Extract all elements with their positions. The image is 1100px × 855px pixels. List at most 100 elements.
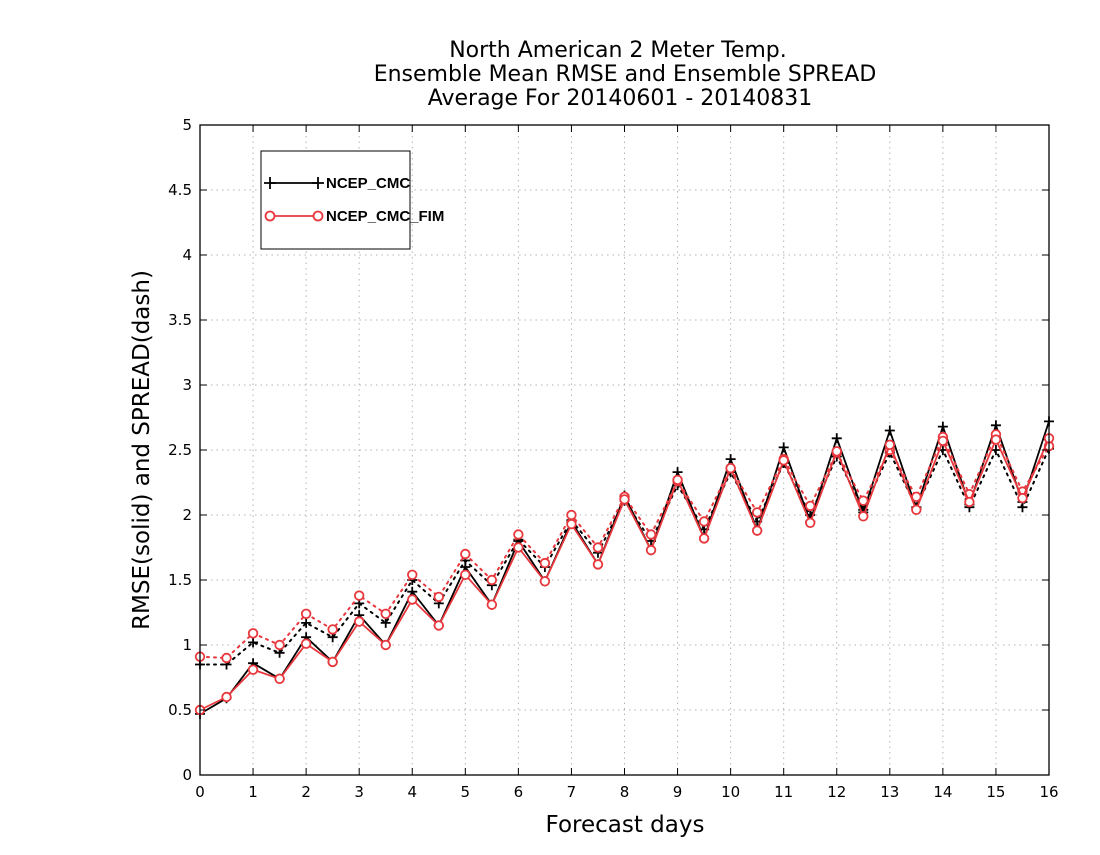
legend-marker-ncep-cmc-fim: [264, 210, 276, 222]
ncep-cmc-fim-spread-point: [592, 542, 604, 553]
ncep-cmc-rmse-point: [725, 454, 736, 465]
x-tick-label: 11: [774, 783, 793, 801]
ncep-cmc-fim-rmse-point: [460, 569, 471, 581]
ncep-cmc-fim-rmse-point: [327, 656, 338, 668]
x-tick-label: 6: [514, 783, 524, 801]
ncep-cmc-rmse-point: [937, 421, 948, 432]
ncep-cmc-fim-spread-point: [327, 624, 338, 635]
legend: NCEP_CMC NCEP_CMC_FIM: [260, 150, 444, 250]
ncep-cmc-fim-rmse-point: [858, 511, 869, 522]
x-tick-label: 1: [248, 783, 258, 801]
ncep-cmc-fim-spread-point: [566, 509, 577, 521]
y-axis-label: RMSE(solid) and SPREAD(dash): [129, 270, 155, 630]
ncep-cmc-fim-rmse-point: [1017, 492, 1028, 504]
ncep-cmc-fim-spread-point: [751, 507, 763, 518]
x-tick-label: 14: [933, 783, 952, 801]
chart-title-line-1: North American 2 Meter Temp.: [449, 38, 787, 63]
y-tick-label: 3: [182, 376, 192, 394]
ncep-cmc-fim-rmse-point: [990, 434, 1002, 445]
y-tick-label: 4.5: [168, 181, 192, 199]
ncep-cmc-fim-spread-point: [433, 591, 444, 603]
ncep-cmc-fim-spread-point: [645, 529, 657, 540]
ncep-cmc-fim-rmse-point: [433, 620, 444, 631]
x-tick-label: 3: [354, 783, 364, 801]
ncep-cmc-fim-rmse-point: [805, 517, 816, 529]
x-tick-label: 13: [880, 783, 899, 801]
legend-label-ncep-cmc: NCEP_CMC: [326, 175, 410, 192]
y-tick-label: 4: [182, 246, 192, 264]
ncep-cmc-spread-point: [380, 617, 391, 628]
ncep-cmc-fim-rmse-point: [645, 544, 657, 556]
ncep-cmc-fim-rmse-point: [221, 691, 232, 703]
chart-title-line-2: Ensemble Mean RMSE and Ensemble SPREAD: [374, 62, 877, 87]
ncep-cmc-fim-rmse-point: [672, 474, 683, 486]
ncep-cmc-spread-point: [990, 445, 1001, 455]
ncep-cmc-rmse-point: [884, 425, 895, 436]
ncep-cmc-fim-spread-point: [353, 590, 365, 601]
ncep-cmc-fim-rmse-line: [199, 437, 1050, 711]
ncep-cmc-fim-rmse-point: [380, 639, 391, 651]
chart-title-line-3: Average For 20140601 - 20140831: [428, 86, 813, 111]
ncep-cmc-fim-spread-point: [513, 529, 524, 540]
ncep-cmc-spread-point: [301, 617, 312, 628]
ncep-cmc-fim-rmse-point: [619, 494, 630, 505]
x-tick-label: 15: [986, 783, 1005, 801]
ncep-cmc-rmse-point: [831, 433, 842, 444]
x-tick-label: 5: [461, 783, 471, 801]
ncep-cmc-fim-spread-point: [486, 574, 498, 586]
ncep-cmc-fim-rmse-point: [725, 463, 736, 474]
ncep-cmc-fim-rmse-point: [539, 576, 551, 587]
y-tick-label: 2: [182, 506, 192, 524]
ncep-cmc-fim-rmse-point: [407, 594, 418, 605]
ncep-cmc-rmse-point: [990, 420, 1001, 431]
x-tick-label: 9: [673, 783, 683, 801]
ncep-cmc-fim-rmse-point: [592, 559, 604, 570]
y-tick-label: 1: [182, 636, 192, 654]
ncep-cmc-fim-spread-point: [380, 608, 391, 620]
ncep-cmc-fim-rmse-point: [831, 446, 842, 457]
x-tick-label: 12: [827, 783, 846, 801]
ncep-cmc-fim-spread-point: [300, 608, 312, 620]
ncep-cmc-fim-rmse-point: [300, 638, 312, 649]
x-axis-label: Forecast days: [546, 812, 705, 838]
x-tick-label: 0: [195, 783, 205, 801]
ncep-cmc-fim-rmse-point: [513, 542, 524, 553]
ncep-cmc-fim-spread-point: [460, 548, 471, 560]
ncep-cmc-fim-rmse-point: [751, 525, 763, 536]
ncep-cmc-fim-rmse-point: [486, 599, 498, 610]
legend-marker-ncep-cmc-fim: [312, 210, 324, 222]
x-tick-label: 4: [407, 783, 417, 801]
legend-label-ncep-cmc-fim: NCEP_CMC_FIM: [326, 208, 444, 225]
x-tick-label: 16: [1039, 783, 1058, 801]
ncep-cmc-fim-rmse-point: [937, 435, 949, 447]
x-tick-label: 2: [301, 783, 311, 801]
ncep-cmc-fim-spread-point: [858, 495, 869, 506]
ncep-cmc-fim-rmse-point: [353, 616, 365, 627]
ncep-cmc-rmse-point: [778, 442, 789, 453]
y-tick-label: 5: [182, 116, 192, 134]
ncep-cmc-fim-spread-point: [274, 639, 285, 651]
y-tick-label: 0: [182, 766, 192, 784]
ncep-cmc-fim-rmse-point: [247, 664, 259, 675]
axis-ticks: 0 1 2 3 4 5 6 7 8 9 10 11 12 13 14 15 1600.511.522.533.5…: [168, 116, 1058, 801]
ncep-cmc-fim-spread-point: [247, 628, 259, 639]
ncep-cmc-spread-point: [248, 637, 259, 648]
y-tick-label: 1.5: [168, 571, 192, 589]
ncep-cmc-fim-rmse-point: [884, 439, 896, 451]
x-tick-label: 7: [567, 783, 577, 801]
ncep-cmc-fim-spread-point: [407, 569, 418, 581]
y-tick-label: 3.5: [168, 311, 192, 329]
ncep-cmc-fim-rmse-point: [566, 518, 577, 530]
ncep-cmc-fim-spread-point: [221, 652, 232, 664]
legend-marker-ncep-cmc: [264, 177, 324, 189]
ncep-cmc-fim-rmse-point: [964, 496, 975, 508]
ncep-cmc-fim-spread-line: [199, 433, 1050, 659]
x-tick-label: 8: [620, 783, 630, 801]
legend-box: [260, 150, 411, 250]
ncep-cmc-fim-spread-point: [539, 557, 551, 569]
y-tick-label: 2.5: [168, 441, 192, 459]
y-tick-label: 0.5: [168, 701, 192, 719]
ncep-cmc-fim-spread-point: [698, 516, 710, 527]
